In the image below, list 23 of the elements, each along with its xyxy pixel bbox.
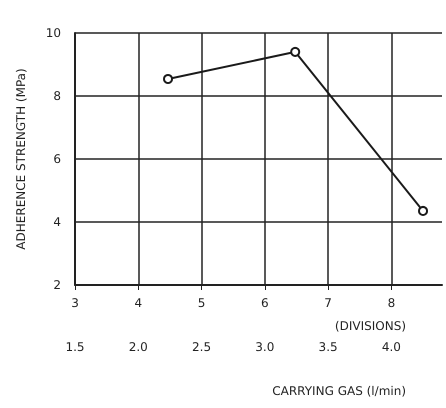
- y-axis-title: ADHERENCE STRENGTH (MPa): [14, 68, 28, 250]
- y-tick-label: 8: [53, 89, 61, 103]
- y-tick-label: 10: [46, 26, 61, 40]
- x2-axis-title: CARRYING GAS (l/min): [272, 384, 406, 398]
- x2-tick-label: 2.5: [192, 340, 212, 354]
- x2-tick-label: 4.0: [382, 340, 401, 354]
- point: [290, 46, 300, 57]
- x-tick-label: 6: [261, 296, 269, 310]
- x2-tick-label: 1.5: [65, 340, 85, 354]
- y-tick-label: 4: [53, 215, 61, 229]
- x2-tick-label: 3.5: [318, 340, 338, 354]
- point: [418, 206, 428, 216]
- y-tick-label: 2: [53, 278, 61, 292]
- x-tick-label: 7: [324, 296, 332, 310]
- x-axis-title: (DIVISIONS): [334, 319, 406, 333]
- x2-tick-label: 3.0: [255, 340, 274, 354]
- x2-tick-label: 2.0: [128, 340, 148, 354]
- x-tick-label: 5: [198, 296, 206, 310]
- x-tick-label: 3: [71, 296, 79, 310]
- x-tick-label: 8: [388, 296, 396, 310]
- x-tick-label: 4: [134, 296, 142, 310]
- point: [163, 74, 174, 84]
- y-tick-label: 6: [53, 152, 61, 166]
